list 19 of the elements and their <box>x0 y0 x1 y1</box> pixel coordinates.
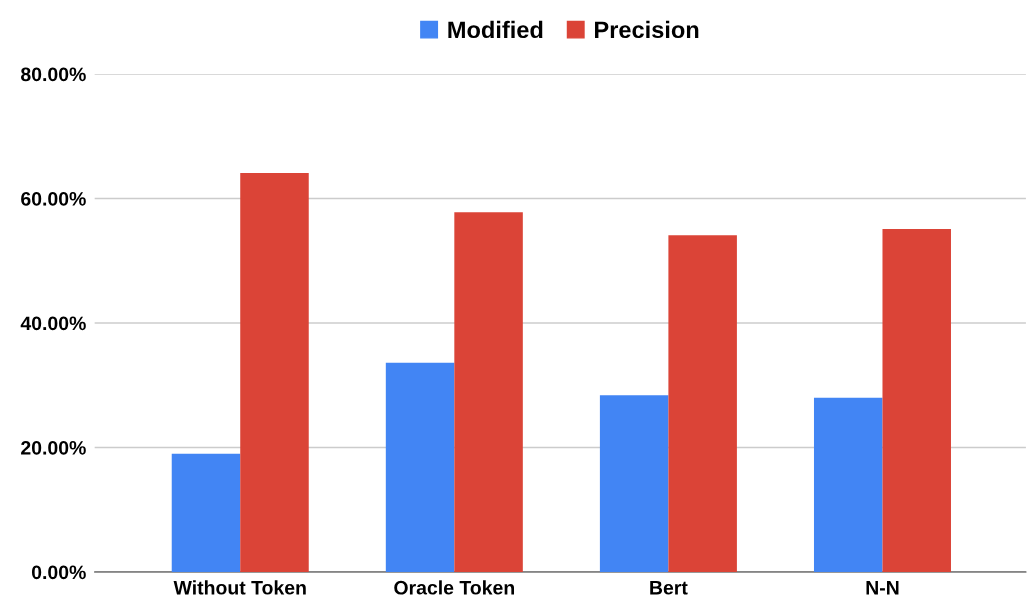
bar <box>385 362 455 572</box>
bar <box>813 397 883 572</box>
y-tick-label: 0.00% <box>31 565 86 580</box>
bar <box>668 235 737 572</box>
y-tick-label: 60.00% <box>21 191 86 206</box>
x-tick-label: Oracle Token <box>394 580 514 595</box>
legend-label: Modified <box>448 20 543 39</box>
bar <box>882 228 951 572</box>
y-tick-label: 80.00% <box>21 67 86 82</box>
y-tick-label: 40.00% <box>20 316 86 331</box>
x-tick-label: N-N <box>866 581 899 595</box>
bar <box>454 212 523 572</box>
x-tick-label: Without Token <box>173 580 306 595</box>
legend-label: Precision <box>595 20 699 39</box>
y-tick-label: 20.00% <box>21 440 86 455</box>
x-tick-label: Bert <box>650 581 688 595</box>
bar <box>171 453 241 572</box>
bar <box>599 395 669 572</box>
bar <box>240 172 309 572</box>
